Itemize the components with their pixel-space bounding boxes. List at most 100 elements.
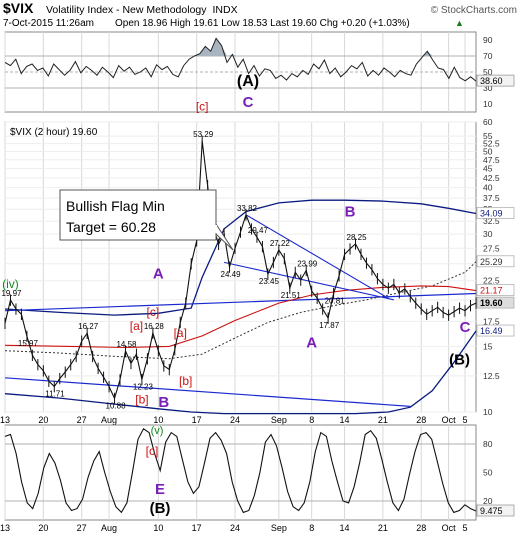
stoch-x-tick-label: 21: [378, 523, 388, 533]
price-x-tick-label: 28: [416, 415, 426, 425]
stoch-wave-label: [c]: [146, 444, 159, 458]
price-x-tick-label: 24: [230, 415, 240, 425]
stoch-wave-label: (v): [151, 425, 164, 437]
stoch-x-tick-label: 13: [0, 523, 10, 533]
price-x-tick-label: 27: [77, 415, 87, 425]
price-x-tick-label: 13: [0, 415, 10, 425]
right-value-label: 21.17: [480, 286, 503, 296]
chart-quote: Open 18.96 High 19.61 Low 18.53 Last 19.…: [115, 18, 410, 29]
price-y-tick-label: 55: [483, 131, 493, 141]
price-x-tick-label: 14: [340, 415, 350, 425]
price-x-tick-label: 17: [192, 415, 202, 425]
price-y-tick-label: 42.5: [483, 173, 500, 183]
price-y-tick-label: 15: [483, 341, 493, 351]
wave-label: A: [153, 266, 164, 283]
rsi-y-tick-label: 70: [483, 51, 493, 61]
stoch-x-tick-label: Sep: [271, 523, 287, 533]
rsi-y-tick-label: 90: [483, 35, 493, 45]
price-y-tick-label: 60: [483, 117, 493, 127]
price-x-tick-label: 10: [153, 415, 163, 425]
price-x-tick-label: 5: [463, 415, 468, 425]
stoch-x-tick-label: 27: [77, 523, 87, 533]
series-sma200: [4, 261, 477, 360]
stoch-wave-label: (B): [150, 500, 171, 517]
stoch-x-tick-label: Oct: [442, 523, 457, 533]
price-x-tick-label: Sep: [271, 415, 287, 425]
price-value-label: 10.88: [106, 401, 127, 410]
rsi-last-value: 38.60: [480, 76, 503, 86]
wave-label: B: [158, 394, 169, 411]
series-lower-band: [4, 330, 477, 415]
price-y-tick-label: 22.5: [483, 276, 500, 286]
stoch-y-tick-label: 80: [483, 439, 493, 449]
wave-label: [b]: [179, 374, 192, 388]
stoch-last-box: [476, 504, 515, 517]
index-name: Volatility Index - New Methodology: [46, 4, 207, 16]
stoch-x-tick-label: 24: [230, 523, 240, 533]
stoch-x-tick-label: 10: [153, 523, 163, 533]
price-value-label: 27.22: [270, 239, 291, 248]
right-value-box: [476, 207, 515, 219]
right-value-box: [476, 296, 515, 309]
callout-pointer-mask: [215, 225, 217, 233]
price-value-label: 24.49: [221, 270, 242, 279]
stoch-x-tick-label: 20: [38, 523, 48, 533]
wave-label: A: [306, 334, 317, 351]
panel-frame: [4, 121, 477, 413]
price-panel-title: $VIX (2 hour) 19.60: [10, 127, 98, 138]
stoch-x-tick-label: 14: [340, 523, 350, 533]
wave-label: B: [345, 203, 356, 220]
panel-frame: [4, 424, 477, 521]
right-value-label: 34.09: [480, 209, 503, 219]
right-value-label: 16.49: [480, 326, 503, 336]
stoch-x-tick-label: 28: [416, 523, 426, 533]
wave-label: [a]: [130, 319, 143, 333]
index-exchange: INDX: [213, 4, 238, 16]
price-value-label: 16.27: [78, 322, 99, 331]
stoch-x-tick-label: 8: [309, 523, 314, 533]
price-x-tick-label: 20: [38, 415, 48, 425]
wave-label: [c]: [147, 305, 160, 319]
price-y-tick-label: 50: [483, 147, 493, 157]
stoch-last-value: 9.475: [480, 506, 503, 516]
price-y-tick-label: 52.5: [483, 139, 500, 149]
rsi-y-tick-label: 10: [483, 99, 493, 109]
wave-label: [c]: [196, 99, 209, 113]
price-value-label: 20.81: [325, 296, 346, 305]
chart-date-time: 7-Oct-2015 11:26am: [3, 18, 94, 29]
price-y-tick-label: 47.5: [483, 155, 500, 165]
brand-watermark: © StockCharts.com: [431, 5, 517, 16]
right-value-box: [476, 284, 515, 296]
callout-line-2: Target = 60.28: [66, 219, 156, 235]
flag-target-callout: [59, 189, 217, 241]
right-value-label: 19.60: [480, 298, 503, 308]
price-value-label: 17.87: [319, 321, 340, 330]
price-value-label: 19.97: [1, 289, 22, 298]
price-value-label: 23.45: [259, 277, 280, 286]
price-value-label: 21.51: [281, 291, 302, 300]
rsi-panel: 10 30 50 70 90 38.60 (A) C: [4, 31, 515, 113]
rsi-y-tick-label: 30: [483, 83, 493, 93]
series-trendline-bottom: [4, 377, 411, 407]
wave-label: (B): [449, 352, 470, 369]
callout-line-1: Bullish Flag Min: [66, 198, 165, 214]
stochastic-panel: 20 50 80 9.475 (v) [c] E (B) 13 20 27 Aug 10 17 24 Sep 8…: [0, 424, 515, 533]
price-value-label: 14.58: [116, 340, 137, 349]
wave-label: (iv): [2, 277, 19, 291]
right-value-box: [476, 324, 515, 337]
rsi-line: [4, 37, 477, 82]
price-y-tick-label: 30: [483, 229, 493, 239]
price-value-label: 12.23: [133, 382, 154, 391]
price-y-tick-label: 45: [483, 164, 493, 174]
stoch-y-tick-label: 20: [483, 496, 493, 506]
price-value-label: 53.29: [193, 130, 214, 139]
price-value-label: 16.28: [144, 322, 165, 331]
price-value-label: 23.99: [297, 259, 318, 268]
wave-label-c: C: [243, 94, 254, 111]
stoch-line: [4, 427, 477, 514]
stoch-wave-label: E: [155, 481, 165, 498]
chart-index-name: Volatility Index - New Methodology INDX: [46, 4, 238, 16]
rsi-last-box: [476, 74, 515, 87]
stoch-x-tick-label: Aug: [101, 523, 117, 533]
series-flag-upper: [245, 214, 389, 299]
